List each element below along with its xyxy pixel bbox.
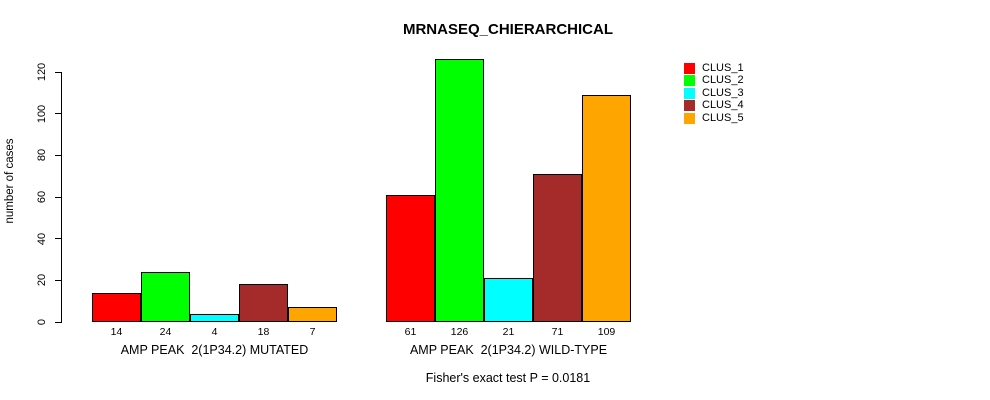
bar-value-label: 14 — [110, 326, 123, 338]
bar-value-label: 61 — [404, 326, 417, 338]
bar-clus_3-group2 — [484, 278, 533, 322]
y-tick-mark — [55, 71, 61, 73]
y-tick-mark — [55, 113, 61, 115]
legend-swatch-icon — [684, 63, 695, 74]
legend-item-clus_4: CLUS_4 — [684, 99, 744, 112]
y-tick-mark — [55, 279, 61, 281]
bar-value-label: 24 — [159, 326, 172, 338]
y-axis-label: number of cases — [4, 138, 16, 224]
bar-clus_4-group1 — [239, 284, 288, 322]
legend: CLUS_1 CLUS_2 CLUS_3 CLUS_4 CLUS_5 — [684, 63, 744, 125]
bar-clus_2-group1 — [141, 272, 190, 322]
y-tick-mark — [55, 321, 61, 323]
annotation-text: Fisher's exact test P = 0.0181 — [425, 371, 591, 385]
bar-clus_1-group1 — [92, 293, 141, 322]
legend-label: CLUS_4 — [702, 99, 744, 112]
bar-value-label: 18 — [257, 326, 270, 338]
y-tick-mark — [55, 238, 61, 240]
y-tick-label: 60 — [36, 190, 48, 204]
y-tick-label: 0 — [36, 318, 48, 326]
legend-swatch-icon — [684, 75, 695, 87]
legend-swatch-icon — [684, 87, 695, 99]
y-tick-label: 120 — [36, 62, 48, 82]
y-tick-label: 40 — [36, 232, 48, 245]
bar-clus_2-group2 — [435, 59, 484, 322]
bar-clus_1-group2 — [386, 195, 435, 322]
group-label-1: AMP PEAK 2(1P34.2) MUTATED — [120, 343, 309, 357]
bar-clus_5-group1 — [288, 307, 337, 322]
legend-label: CLUS_1 — [702, 62, 744, 74]
bar-value-label: 21 — [502, 326, 515, 338]
y-tick-mark — [55, 196, 61, 198]
legend-item-clus_1: CLUS_1 — [684, 63, 744, 74]
bar-clus_4-group2 — [533, 174, 582, 322]
y-tick-label: 20 — [36, 274, 48, 287]
legend-item-clus_5: CLUS_5 — [684, 111, 744, 124]
chart-title: MRNASEQ_CHIERARCHICAL — [402, 21, 613, 38]
bar-value-label: 4 — [211, 326, 218, 338]
legend-swatch-icon — [684, 100, 695, 112]
bar-value-label: 126 — [450, 326, 469, 338]
y-tick-label: 100 — [36, 104, 48, 123]
y-tick-label: 80 — [36, 149, 48, 162]
bar-clus_3-group1 — [190, 314, 239, 322]
bar-clus_5-group2 — [582, 95, 631, 322]
legend-label: CLUS_3 — [702, 86, 744, 99]
group-label-2: AMP PEAK 2(1P34.2) WILD-TYPE — [409, 343, 608, 357]
bar-value-label: 7 — [309, 326, 316, 338]
bar-value-label: 71 — [551, 326, 564, 338]
legend-item-clus_3: CLUS_3 — [684, 86, 744, 99]
legend-label: CLUS_5 — [702, 111, 744, 124]
legend-item-clus_2: CLUS_2 — [684, 74, 744, 87]
legend-swatch-icon — [684, 112, 695, 124]
y-axis-line — [61, 72, 62, 323]
y-tick-mark — [55, 154, 61, 156]
bar-value-label: 109 — [597, 326, 616, 338]
legend-label: CLUS_2 — [702, 74, 744, 87]
